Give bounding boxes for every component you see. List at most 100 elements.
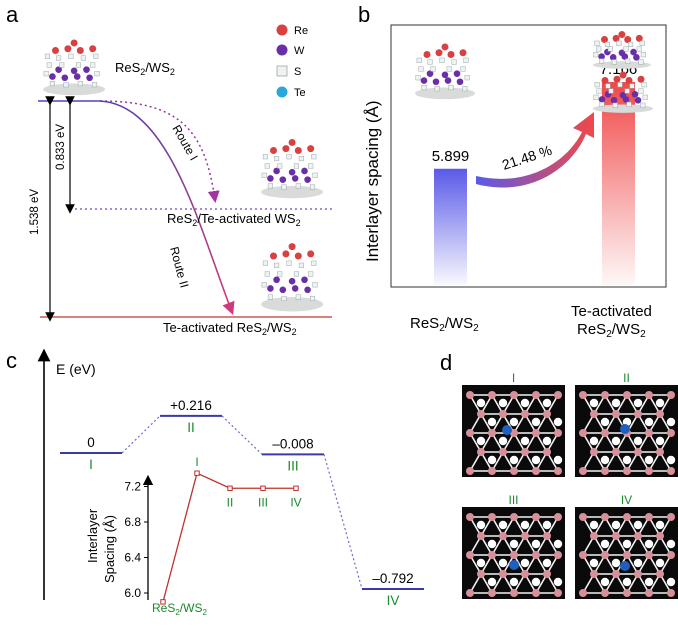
atom-white — [622, 539, 632, 549]
w-atom — [83, 66, 90, 73]
atom-pink — [601, 391, 609, 399]
atom-pink — [532, 467, 540, 475]
energy-connector-3 — [323, 454, 363, 590]
atom-pink — [601, 551, 609, 559]
atom-pink — [510, 513, 518, 521]
s-atom — [281, 184, 287, 190]
s-atom — [46, 62, 52, 68]
re-atom — [288, 138, 296, 146]
re-atom — [435, 49, 443, 57]
atom-white — [487, 539, 497, 549]
tile-label-I: I — [512, 371, 515, 385]
w-atom — [441, 71, 449, 79]
w-atom — [633, 54, 640, 61]
s-atom — [624, 88, 630, 94]
top-structure-label: ReS2/WS2 — [115, 60, 175, 77]
inset-point-2 — [194, 470, 200, 476]
w-atom — [301, 167, 308, 175]
structure-shadow — [261, 185, 324, 199]
atom-white — [531, 577, 541, 587]
route-2-curve — [99, 100, 235, 315]
s-atom — [267, 294, 273, 300]
state-label-II: II — [187, 420, 195, 435]
atom-pink — [510, 551, 518, 559]
atom-pink — [488, 467, 496, 475]
atom-pink — [645, 551, 653, 559]
s-atom — [607, 46, 613, 52]
atom-pink — [510, 589, 518, 597]
w-atom — [49, 73, 56, 80]
atom-white — [476, 520, 486, 530]
atom-pink — [466, 589, 474, 597]
atom-white — [655, 436, 665, 446]
structure-b-left — [415, 43, 475, 100]
s-atom — [612, 102, 618, 108]
s-atom — [44, 53, 50, 59]
inset-start-label-part: ReS — [152, 601, 175, 615]
inset-ylabel-1: Interlayer — [85, 508, 100, 563]
legend-s: S — [294, 66, 301, 78]
re-atom — [618, 31, 626, 39]
atom-pink — [579, 589, 587, 597]
w-atom — [61, 74, 69, 82]
atom-pink — [656, 570, 664, 578]
atom-pink — [645, 513, 653, 521]
atom-white — [644, 455, 654, 465]
s-atom — [312, 282, 318, 288]
energy-2-label: 1.538 eV — [29, 189, 41, 235]
bar-1 — [434, 168, 467, 285]
atom-white — [622, 577, 632, 587]
atom-pink — [466, 513, 474, 521]
atom-pink — [612, 570, 620, 578]
s-atom — [625, 58, 631, 64]
w-atom — [420, 77, 428, 84]
atom-pink — [554, 391, 562, 399]
w-atom — [598, 53, 605, 60]
inset-point-3 — [227, 485, 233, 491]
w-atom — [288, 277, 296, 285]
re-atom — [625, 77, 633, 84]
atom-white — [542, 558, 552, 568]
w-atom — [301, 276, 308, 284]
s-atom — [623, 46, 629, 52]
w-atom — [267, 285, 274, 292]
w-atom — [631, 91, 639, 98]
bar-value-label-1: 5.899 — [432, 148, 470, 165]
inset-start-label-part: 2 — [175, 608, 180, 617]
panel-b-label: b — [358, 2, 370, 27]
atom-white — [589, 436, 599, 446]
w-atom — [432, 78, 440, 86]
y-axis-label: Interlayer spacing (Å) — [363, 100, 382, 262]
w-atom — [288, 168, 296, 176]
inset-start-label-part: 2 — [202, 608, 207, 617]
atom-white — [531, 417, 541, 427]
energy-axis-label: E (eV) — [56, 361, 96, 377]
atom-pink — [667, 467, 675, 475]
atom-pink — [466, 391, 474, 399]
s-atom — [286, 154, 292, 160]
legend-re: Re — [294, 25, 308, 37]
w-atom — [291, 285, 299, 292]
te-atom-icon — [502, 425, 512, 435]
legend-w: W — [294, 45, 305, 57]
atom-pink — [554, 467, 562, 475]
atom-pink — [656, 532, 664, 540]
s-atom — [274, 262, 280, 268]
route-1-label: Route I — [169, 123, 200, 164]
w-atom — [304, 176, 311, 183]
re-atom — [624, 36, 632, 43]
atom-white — [622, 455, 632, 465]
s-atom — [434, 86, 440, 92]
atom-pink — [521, 410, 529, 418]
w-atom — [267, 175, 274, 182]
atom-pink — [601, 589, 609, 597]
atom-white — [644, 539, 654, 549]
s-atom — [604, 41, 610, 47]
s-atom — [629, 83, 635, 89]
s-atom — [293, 163, 299, 169]
s-atom — [311, 260, 317, 266]
re-atom — [294, 252, 302, 260]
s-atom — [463, 57, 469, 63]
